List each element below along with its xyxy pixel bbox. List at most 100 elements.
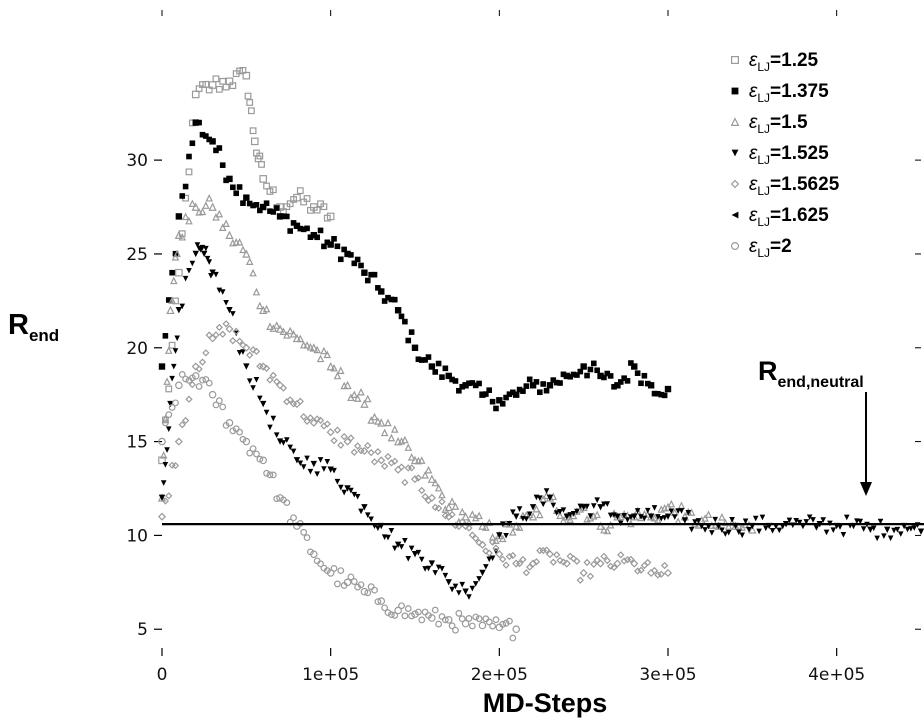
data-point-interp (432, 369, 439, 375)
data-point-interp (188, 199, 197, 207)
data-point-interp (391, 457, 399, 465)
data-point-interp (324, 459, 331, 465)
data-point-interp (256, 152, 264, 160)
data-point-interp (671, 514, 678, 520)
data-point-interp (796, 519, 803, 526)
data-point-interp (424, 496, 433, 505)
data-point-interp (233, 190, 240, 197)
y-axis-title: Rend (8, 309, 59, 345)
data-point-interp (407, 464, 416, 472)
data-point-interp (486, 387, 493, 393)
data-point-interp (354, 256, 361, 263)
data-point-interp (203, 133, 209, 139)
data-point-interp (729, 517, 735, 523)
data-point-interp (786, 517, 793, 524)
data-point (378, 288, 385, 295)
data-point (529, 504, 537, 511)
data-point-interp (323, 350, 332, 359)
data-point-interp (650, 566, 659, 575)
data-point-interp (367, 416, 375, 424)
data-point-interp (185, 395, 193, 403)
data-point-interp (307, 468, 314, 475)
data-point-interp (661, 392, 668, 399)
data-point-interp (657, 570, 665, 578)
data-point-interp (205, 379, 213, 387)
data-point-interp (262, 304, 271, 313)
data-point-interp (519, 555, 527, 564)
data-point-interp (810, 517, 816, 523)
data-point-interp (205, 193, 213, 202)
data-point-interp (239, 66, 247, 74)
data-point (377, 597, 386, 605)
data-point-interp (414, 474, 423, 482)
data-point-interp (320, 346, 328, 355)
data-point-interp (164, 346, 173, 354)
data-point-interp (297, 225, 304, 232)
data-point-interp (165, 385, 173, 393)
data-point-interp (607, 373, 614, 379)
data-point (513, 391, 520, 398)
annotation-main: R (758, 356, 778, 386)
data-point-interp (540, 381, 546, 387)
y-tick-labels: 5 10 15 20 25 30 (126, 151, 148, 640)
data-point-interp (468, 622, 476, 630)
data-point-interp (253, 376, 260, 383)
data-point-interp (452, 626, 459, 634)
data-point-interp (239, 341, 247, 349)
data-point-interp (168, 404, 176, 411)
data-point-interp (417, 456, 426, 464)
data-point-interp (286, 326, 294, 335)
data-point-interp (304, 225, 310, 232)
data-point (512, 521, 521, 530)
data-point-interp (331, 236, 337, 242)
data-point-interp (567, 373, 573, 380)
data-point-interp (300, 413, 308, 421)
data-point-interp (199, 376, 206, 384)
data-point-interp (375, 525, 381, 532)
data-point-interp (543, 488, 550, 494)
data-point-interp (246, 200, 253, 207)
data-point-interp (266, 322, 274, 330)
data-point-interp (178, 232, 187, 241)
x-tick-label: 0 (157, 665, 168, 685)
data-point-interp (358, 508, 364, 515)
data-point-interp (385, 534, 391, 541)
data-point-interp (611, 383, 617, 390)
data-point-interp (323, 567, 331, 575)
data-point-interp (456, 590, 462, 596)
data-point-interp (388, 296, 395, 303)
data-point-interp (489, 555, 496, 562)
data-point-interp (246, 99, 254, 106)
data-point-interp (421, 492, 429, 501)
data-point-interp (658, 515, 665, 522)
data-point-interp (526, 376, 533, 383)
data-point-interp (354, 442, 362, 450)
data-point-interp (351, 491, 358, 498)
data-point-interp (162, 333, 169, 339)
data-point-interp (492, 544, 500, 552)
data-point-interp (434, 483, 443, 492)
data-point-interp (637, 513, 645, 522)
data-point-interp (687, 508, 696, 516)
data-point-interp (168, 341, 176, 349)
data-point (478, 521, 487, 530)
data-point-interp (661, 515, 668, 521)
data-point (664, 385, 672, 393)
data-point (664, 513, 672, 520)
data-point-interp (215, 209, 224, 218)
data-point-interp (537, 389, 543, 396)
data-point-interp (172, 399, 179, 407)
data-point-interp (316, 354, 325, 363)
data-point-interp (405, 556, 412, 562)
data-point-interp (280, 440, 287, 446)
data-point-interp (449, 586, 455, 593)
data-point (174, 230, 184, 239)
data-point-interp (222, 219, 230, 227)
data-point (360, 399, 369, 408)
data-point (243, 194, 250, 201)
data-point-interp (870, 525, 877, 532)
data-point (663, 568, 673, 577)
data-point-interp (438, 498, 446, 506)
data-point-interp (668, 508, 675, 515)
